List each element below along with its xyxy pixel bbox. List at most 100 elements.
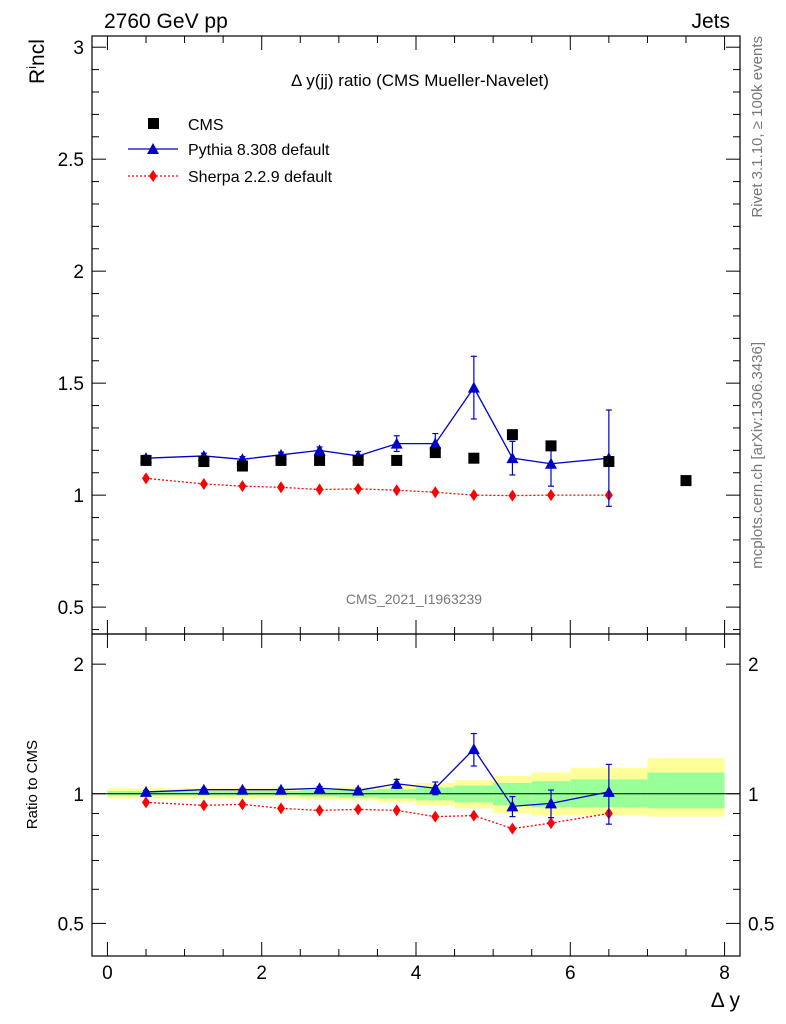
pythia-ratio-line	[145, 748, 609, 808]
ratio-y-tick-label: 1	[73, 785, 84, 806]
sherpa-ratio-point	[354, 803, 363, 816]
pythia-ratio-point	[602, 785, 615, 797]
x-tick-label: 8	[719, 963, 730, 984]
x-tick-label: 2	[256, 963, 267, 984]
pythia-ratio-point	[197, 783, 210, 795]
sherpa-ratio-point	[508, 822, 517, 835]
pythia-ratio-point	[545, 797, 557, 809]
side-label-top: Rivet 3.1.10, ≥ 100k events	[749, 36, 766, 218]
sherpa-ratio-point	[315, 804, 324, 817]
cms-point	[506, 429, 518, 441]
pythia-point	[506, 452, 519, 464]
pythia-point	[467, 381, 480, 393]
main-y-axis-title: Rincl	[24, 39, 49, 84]
x-tick-labels: 0 2 4 6 8	[102, 963, 730, 984]
sherpa-ratio-point	[431, 810, 440, 823]
cms-point	[314, 454, 326, 466]
ratio-uncertainty-bands	[107, 758, 725, 817]
main-y-tick-label: 0.5	[58, 598, 84, 619]
sherpa-point	[469, 489, 478, 502]
sherpa-point	[142, 472, 150, 485]
ratio-y-tick-label-right: 0.5	[748, 914, 774, 935]
main-y-tick-label: 1	[73, 486, 84, 507]
watermark: CMS_2021_I1963239	[346, 591, 482, 607]
sherpa-point	[392, 484, 401, 497]
legend-cms-label: CMS	[188, 117, 224, 134]
sherpa-ratio-point	[199, 799, 208, 812]
pythia-point	[313, 444, 326, 456]
main-y-tick-labels: 0.5 1 1.5 2 2.5 3	[58, 38, 84, 619]
pythia-point	[545, 457, 557, 469]
main-y-tick-label: 2	[73, 262, 84, 283]
pythia-ratio-point	[352, 784, 365, 796]
ratio-y-axis-title: Ratio to CMS	[24, 740, 41, 829]
header-left: 2760 GeV pp	[104, 10, 228, 33]
legend: CMS Pythia 8.308 default Sherpa 2.2.9 de…	[128, 117, 333, 186]
ratio-y-tick-label-right: 1	[748, 785, 759, 806]
sherpa-point	[431, 486, 440, 499]
sherpa-point	[277, 481, 285, 494]
cms-point	[603, 456, 615, 468]
svg-text:Rincl: Rincl	[24, 39, 49, 84]
sherpa-point	[199, 477, 208, 490]
cms-point	[429, 447, 441, 459]
pythia-ratio-point	[313, 782, 326, 794]
sherpa-point	[354, 482, 363, 495]
cms-point	[680, 475, 692, 487]
cms-point	[545, 440, 557, 452]
pythia-point	[390, 437, 403, 449]
x-axis-title: Δ y	[711, 989, 741, 1012]
sherpa-ratio-point	[277, 802, 285, 815]
legend-sherpa-marker	[149, 170, 157, 182]
pythia-line	[145, 386, 609, 465]
pythia-ratio-point	[429, 782, 442, 794]
sherpa-point	[508, 489, 517, 502]
cms-point	[468, 452, 480, 464]
band-inner	[647, 772, 725, 809]
sherpa-ratio-point	[547, 817, 555, 830]
legend-pythia-marker	[147, 143, 159, 154]
axis-ticks	[92, 36, 740, 956]
cms-point	[140, 454, 152, 466]
main-data-layer	[140, 355, 692, 507]
chart-title: Δ y(jj) ratio (CMS Mueller-Navelet)	[291, 71, 549, 90]
cms-point	[275, 454, 287, 466]
legend-sherpa-label: Sherpa 2.2.9 default	[188, 169, 333, 186]
pythia-ratio-point	[506, 800, 519, 812]
pythia-ratio-point	[390, 777, 403, 789]
legend-pythia-label: Pythia 8.308 default	[188, 142, 330, 159]
pythia-ratio-point	[140, 785, 152, 797]
sherpa-point	[238, 480, 247, 493]
cms-point	[391, 454, 403, 466]
main-y-tick-label: 2.5	[58, 150, 84, 171]
pythia-ratio-point	[236, 783, 249, 795]
x-tick-label: 4	[411, 963, 422, 984]
ratio-y-tick-labels-right: 0.5 1 2	[748, 655, 774, 935]
x-tick-label: 6	[565, 963, 576, 984]
sherpa-point	[315, 483, 324, 496]
sherpa-ratio-point	[238, 798, 247, 811]
x-tick-label: 0	[102, 963, 113, 984]
pythia-ratio-point	[467, 743, 480, 755]
cms-point	[352, 454, 364, 466]
sherpa-line	[145, 477, 609, 497]
side-label-bottom: mcplots.cern.ch [arXiv:1306.3436]	[749, 342, 766, 569]
sherpa-point	[547, 489, 555, 502]
ratio-y-tick-label: 2	[73, 655, 84, 676]
main-y-tick-label: 3	[73, 38, 84, 59]
cms-point	[236, 460, 248, 472]
cms-point	[198, 456, 210, 468]
legend-cms-marker	[148, 118, 159, 129]
sherpa-ratio-point	[392, 804, 401, 817]
sherpa-ratio-point	[142, 796, 150, 809]
header-right: Jets	[691, 10, 730, 33]
pythia-point	[429, 437, 442, 449]
ratio-y-tick-labels: 0.5 1 2	[58, 655, 84, 935]
main-y-tick-label: 1.5	[58, 374, 84, 395]
ratio-y-tick-label: 0.5	[58, 914, 84, 935]
ratio-y-tick-label-right: 2	[748, 655, 759, 676]
ratio-data-layer	[140, 732, 615, 835]
pythia-ratio-point	[275, 783, 287, 795]
sherpa-ratio-point	[469, 809, 478, 822]
